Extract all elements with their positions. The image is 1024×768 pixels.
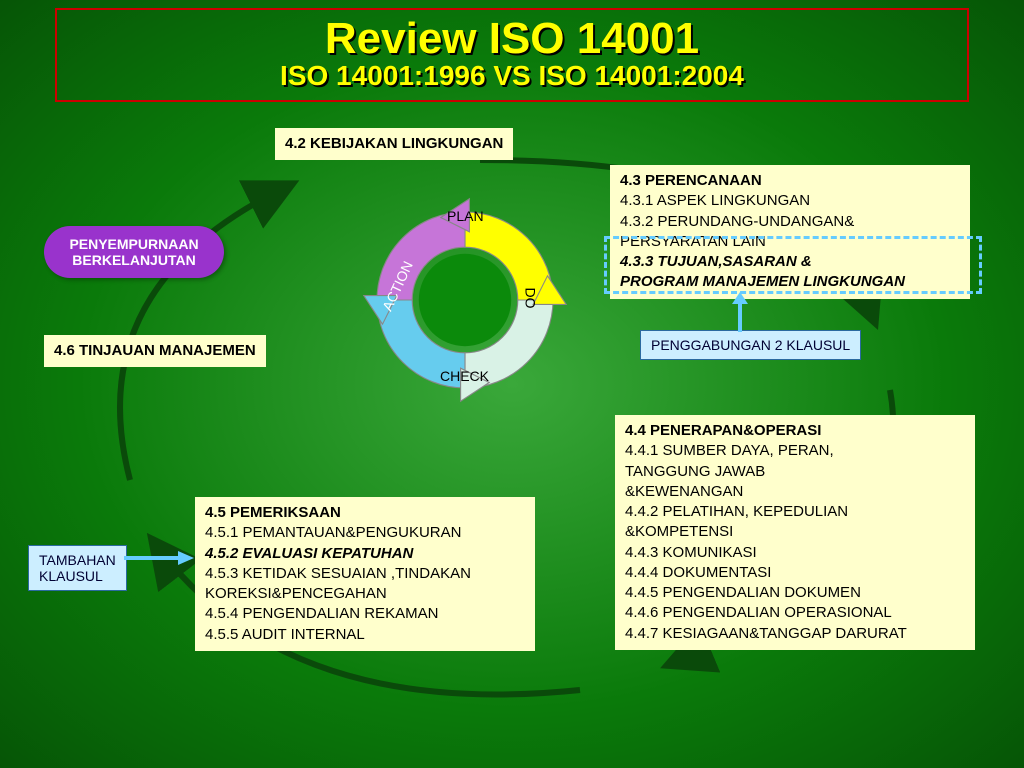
box-4-2: 4.2 KEBIJAKAN LINGKUNGAN <box>275 128 513 160</box>
box-4-4-heading: 4.4 PENERAPAN&OPERASI <box>625 421 965 441</box>
box-4-4-line: &KOMPETENSI <box>625 522 965 542</box>
box-4-4-line: 4.4.4 DOKUMENTASI <box>625 563 965 583</box>
box-4-4-line: 4.4.3 KOMUNIKASI <box>625 543 965 563</box>
dash-highlight-4-3 <box>604 236 982 294</box>
pdca-check-label: CHECK <box>440 368 489 384</box>
box-4-4-line: 4.4.1 SUMBER DAYA, PERAN, <box>625 441 965 461</box>
box-4-4-line: 4.4.7 KESIAGAAN&TANGGAP DARURAT <box>625 624 965 644</box>
pdca-do-label: DO <box>523 288 539 309</box>
pdca-plan-label: PLAN <box>447 208 484 224</box>
box-4-4-line: TANGGUNG JAWAB <box>625 462 965 482</box>
callout-add-text: TAMBAHAN KLAUSUL <box>39 552 116 584</box>
box-4-3-heading: 4.3 PERENCANAAN <box>620 171 960 191</box>
box-4-6: 4.6 TINJAUAN MANAJEMEN <box>44 335 266 367</box>
pdca-wheel: PLAN DO CHECK ACTION <box>355 190 575 410</box>
title-main: Review ISO 14001 <box>67 14 957 64</box>
callout-add-pointer <box>122 548 202 568</box>
title-sub: ISO 14001:1996 VS ISO 14001:2004 <box>67 60 957 92</box>
box-4-5-line: KOREKSI&PENCEGAHAN <box>205 584 525 604</box>
box-4-2-heading: 4.2 KEBIJAKAN LINGKUNGAN <box>285 134 503 154</box>
title-box: Review ISO 14001 ISO 14001:1996 VS ISO 1… <box>55 8 969 102</box>
box-4-6-heading: 4.6 TINJAUAN MANAJEMEN <box>54 341 256 361</box>
box-4-4: 4.4 PENERAPAN&OPERASI 4.4.1 SUMBER DAYA,… <box>615 415 975 650</box>
box-4-3-line: 4.3.2 PERUNDANG-UNDANGAN& <box>620 212 960 232</box>
box-4-5-line: 4.5.3 KETIDAK SESUAIAN ,TINDAKAN <box>205 564 525 584</box>
box-4-5-heading: 4.5 PEMERIKSAAN <box>205 503 525 523</box>
pill-improvement: PENYEMPURNAAN BERKELANJUTAN <box>44 226 224 278</box>
box-4-4-line: 4.4.5 PENGENDALIAN DOKUMEN <box>625 583 965 603</box>
box-4-4-line: 4.4.2 PELATIHAN, KEPEDULIAN <box>625 502 965 522</box>
callout-merge: PENGGABUNGAN 2 KLAUSUL <box>640 330 861 360</box>
box-4-5-line: 4.5.5 AUDIT INTERNAL <box>205 625 525 645</box>
box-4-4-line: &KEWENANGAN <box>625 482 965 502</box>
box-4-4-line: 4.4.6 PENGENDALIAN OPERASIONAL <box>625 603 965 623</box>
callout-add: TAMBAHAN KLAUSUL <box>28 545 127 591</box>
pill-improvement-text: PENYEMPURNAAN BERKELANJUTAN <box>58 236 210 268</box>
box-4-5-line: 4.5.4 PENGENDALIAN REKAMAN <box>205 604 525 624</box>
callout-merge-pointer <box>720 290 780 334</box>
box-4-5-line-em: 4.5.2 EVALUASI KEPATUHAN <box>205 544 525 564</box>
box-4-5: 4.5 PEMERIKSAAN 4.5.1 PEMANTAUAN&PENGUKU… <box>195 497 535 651</box>
box-4-3-line: 4.3.1 ASPEK LINGKUNGAN <box>620 191 960 211</box>
callout-merge-text: PENGGABUNGAN 2 KLAUSUL <box>651 337 850 353</box>
box-4-5-line: 4.5.1 PEMANTAUAN&PENGUKURAN <box>205 523 525 543</box>
